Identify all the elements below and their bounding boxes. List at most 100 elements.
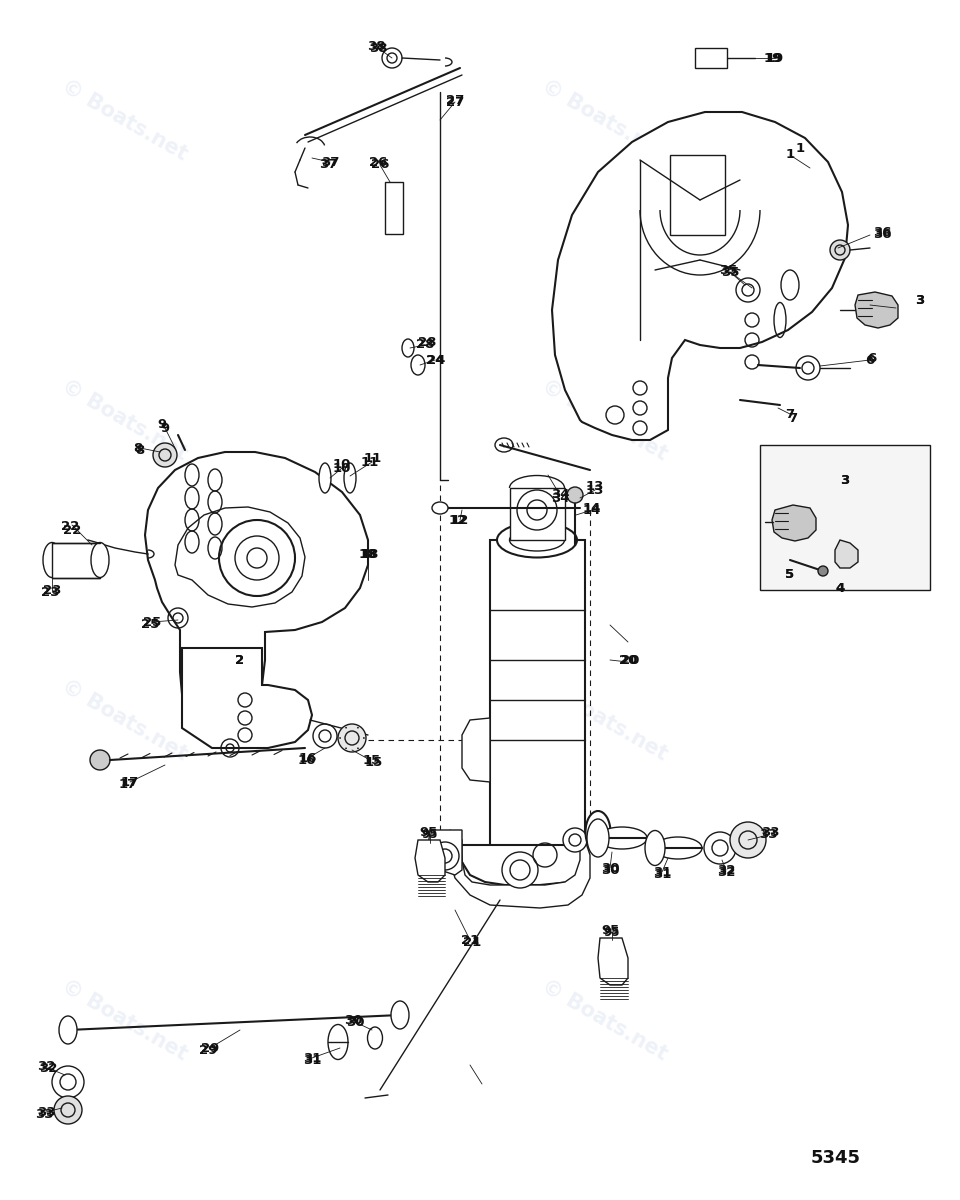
Text: 33: 33 <box>758 828 778 841</box>
Text: 30: 30 <box>344 1014 362 1026</box>
Text: 25: 25 <box>141 618 159 630</box>
Text: 8: 8 <box>135 444 145 456</box>
Ellipse shape <box>432 502 448 514</box>
Text: 2: 2 <box>235 654 245 666</box>
Ellipse shape <box>402 338 414 358</box>
Text: 15: 15 <box>365 756 383 768</box>
Text: 24: 24 <box>426 354 444 366</box>
Text: 30: 30 <box>601 864 619 876</box>
Ellipse shape <box>91 542 109 577</box>
Text: 33: 33 <box>36 1105 56 1118</box>
Polygon shape <box>552 112 848 440</box>
Text: 38: 38 <box>369 42 387 54</box>
Text: 34: 34 <box>551 492 569 504</box>
Text: 3: 3 <box>916 294 924 306</box>
Text: 9: 9 <box>160 421 170 434</box>
Text: 3: 3 <box>916 294 924 306</box>
Circle shape <box>567 487 583 503</box>
Text: 17: 17 <box>119 778 137 791</box>
Text: © Boats.net: © Boats.net <box>539 76 671 164</box>
Circle shape <box>563 828 587 852</box>
Text: 31: 31 <box>302 1054 322 1067</box>
Polygon shape <box>772 505 816 541</box>
Text: 22: 22 <box>62 523 82 536</box>
Ellipse shape <box>597 827 647 850</box>
Ellipse shape <box>411 355 425 374</box>
Text: 26: 26 <box>371 158 389 172</box>
Text: 38: 38 <box>367 40 385 53</box>
Text: 5: 5 <box>785 569 795 582</box>
Text: 14: 14 <box>583 504 601 516</box>
Text: 11: 11 <box>364 452 382 466</box>
Circle shape <box>153 443 177 467</box>
Ellipse shape <box>510 529 564 551</box>
Polygon shape <box>462 718 490 782</box>
Text: 27: 27 <box>445 96 464 108</box>
Bar <box>760 445 930 590</box>
Text: 29: 29 <box>201 1042 219 1055</box>
Text: 32: 32 <box>717 865 735 878</box>
Text: 35: 35 <box>721 265 739 278</box>
Text: 28: 28 <box>416 338 434 352</box>
Circle shape <box>338 724 366 752</box>
Bar <box>385 182 403 234</box>
Text: 30: 30 <box>601 862 619 875</box>
Text: 20: 20 <box>621 654 639 666</box>
Polygon shape <box>448 830 590 908</box>
Text: 20: 20 <box>619 654 637 666</box>
Text: 28: 28 <box>418 336 436 348</box>
Text: 14: 14 <box>583 502 601 515</box>
Ellipse shape <box>328 1025 348 1060</box>
Circle shape <box>382 48 402 68</box>
Bar <box>695 48 727 68</box>
Text: 33: 33 <box>760 827 780 840</box>
Circle shape <box>730 822 766 858</box>
Text: 16: 16 <box>299 751 317 764</box>
Ellipse shape <box>587 818 609 857</box>
Polygon shape <box>175 506 305 607</box>
Bar <box>490 540 585 850</box>
Circle shape <box>818 566 828 576</box>
Bar <box>670 155 725 235</box>
Text: 19: 19 <box>764 52 782 65</box>
Text: 19: 19 <box>766 52 784 65</box>
Text: 12: 12 <box>451 514 469 527</box>
Text: 23: 23 <box>43 583 61 596</box>
Text: 22: 22 <box>60 521 79 534</box>
Ellipse shape <box>43 542 61 577</box>
Text: 95: 95 <box>421 828 439 841</box>
Ellipse shape <box>586 811 611 853</box>
Text: © Boats.net: © Boats.net <box>59 676 191 764</box>
Polygon shape <box>598 938 628 985</box>
Polygon shape <box>145 452 368 728</box>
Text: 26: 26 <box>369 156 387 168</box>
Ellipse shape <box>497 522 577 558</box>
Text: 6: 6 <box>865 354 875 366</box>
Text: 36: 36 <box>873 226 891 239</box>
Text: 21: 21 <box>461 934 479 947</box>
Circle shape <box>431 842 459 870</box>
Text: 95: 95 <box>601 924 619 936</box>
Text: 25: 25 <box>143 616 161 629</box>
Text: 31: 31 <box>302 1051 322 1064</box>
Text: 32: 32 <box>36 1060 55 1073</box>
Polygon shape <box>855 292 898 328</box>
Bar <box>510 488 565 540</box>
Text: 24: 24 <box>427 354 445 366</box>
Text: 29: 29 <box>199 1044 217 1056</box>
Text: 2: 2 <box>235 654 245 666</box>
Ellipse shape <box>59 1016 77 1044</box>
Text: 15: 15 <box>363 754 381 767</box>
Text: 18: 18 <box>359 548 377 562</box>
Text: 32: 32 <box>38 1062 58 1074</box>
Text: © Boats.net: © Boats.net <box>59 976 191 1064</box>
Text: 5345: 5345 <box>810 1150 860 1166</box>
Ellipse shape <box>645 830 665 865</box>
Text: © Boats.net: © Boats.net <box>539 376 671 464</box>
Ellipse shape <box>344 463 356 493</box>
Text: 3: 3 <box>840 474 850 486</box>
Text: 18: 18 <box>361 548 379 562</box>
Text: 34: 34 <box>551 488 569 502</box>
Text: 1: 1 <box>785 149 795 162</box>
Circle shape <box>235 536 279 580</box>
